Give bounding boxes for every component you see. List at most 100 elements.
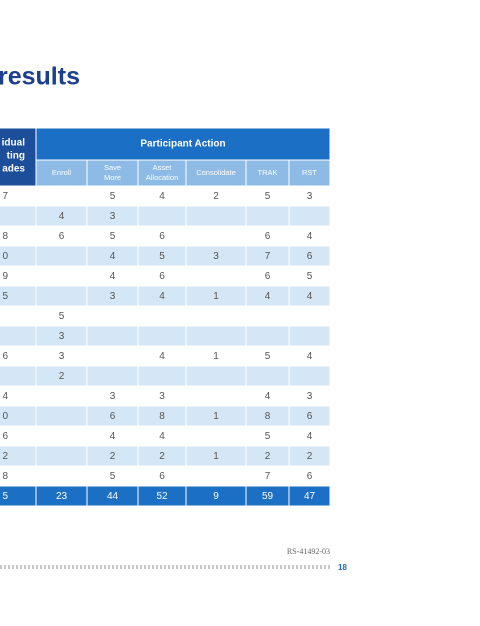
cell-value: 5 — [307, 271, 313, 282]
cell-value: 6 — [307, 411, 313, 422]
cell-value: 1 — [213, 451, 219, 462]
cell-value: 2 — [265, 451, 271, 462]
cell-value: 4 — [110, 251, 116, 262]
table-cell — [245, 325, 290, 347]
table-cell — [288, 305, 331, 327]
table-cell — [35, 445, 88, 467]
cell-value: 4 — [307, 291, 313, 302]
cell-value: 6 — [265, 271, 271, 282]
table-cell — [35, 425, 88, 447]
cell-value: 4 — [307, 231, 313, 242]
table-cell — [185, 465, 247, 487]
cell-value: 4 — [59, 211, 65, 222]
cell-value: 3 — [59, 331, 65, 342]
cell-value: 59 — [262, 491, 274, 502]
cell-value: 2 — [2, 451, 8, 462]
first-header-text: idual — [2, 138, 26, 149]
cell-value: 6 — [159, 271, 165, 282]
cell-value: 47 — [304, 491, 316, 502]
first-header-text: ades — [2, 164, 25, 175]
column-header-text: RST — [302, 168, 317, 177]
table-cell — [288, 205, 331, 227]
table-cell — [35, 245, 88, 267]
cell-value: 6 — [307, 471, 313, 482]
cell-value: 0 — [2, 251, 8, 262]
cell-value: 1 — [213, 291, 219, 302]
table-cell — [245, 305, 290, 327]
table-cell — [0, 365, 37, 387]
cell-value: 3 — [110, 391, 116, 402]
table-cell — [137, 365, 187, 387]
cell-value: 0 — [2, 411, 8, 422]
cell-value: 52 — [156, 491, 168, 502]
table-cell — [137, 325, 187, 347]
table-cell — [288, 365, 331, 387]
table-cell — [288, 485, 331, 507]
cell-value: 7 — [265, 251, 271, 262]
table-cell — [185, 305, 247, 327]
cell-value: 5 — [265, 351, 271, 362]
slide-title: results — [0, 63, 80, 91]
group-header-text: Participant Action — [140, 139, 225, 150]
cell-value: 4 — [307, 431, 313, 442]
cell-value: 5 — [2, 291, 8, 302]
page-number: 18 — [338, 563, 347, 572]
table-cell — [137, 205, 187, 227]
cell-value: 4 — [307, 351, 313, 362]
column-header-text: Allocation — [146, 173, 179, 182]
cell-value: 1 — [213, 351, 219, 362]
cell-value: 4 — [159, 351, 165, 362]
cell-value: 4 — [110, 431, 116, 442]
table-cell — [185, 205, 247, 227]
table-cell — [35, 285, 88, 307]
cell-value: 8 — [2, 231, 8, 242]
cell-value: 3 — [213, 251, 219, 262]
cell-value: 4 — [2, 391, 8, 402]
column-header-text: Asset — [153, 163, 173, 172]
cell-value: 7 — [2, 191, 8, 202]
table-cell — [86, 345, 139, 367]
cell-value: 7 — [265, 471, 271, 482]
cell-value: 4 — [159, 191, 165, 202]
cell-value: 3 — [110, 211, 116, 222]
cell-value: 2 — [159, 451, 165, 462]
table-cell — [185, 365, 247, 387]
cell-value: 3 — [307, 391, 313, 402]
cell-value: 2 — [307, 451, 313, 462]
table-cell — [185, 385, 247, 407]
table-cell — [0, 205, 37, 227]
doc-code: RS-41492-03 — [287, 547, 330, 556]
cell-value: 23 — [56, 491, 68, 502]
cell-value: 5 — [110, 231, 116, 242]
cell-value: 8 — [265, 411, 271, 422]
table-cell — [185, 265, 247, 287]
table-cell — [185, 425, 247, 447]
cell-value: 9 — [2, 271, 8, 282]
cell-value: 5 — [2, 491, 8, 502]
cell-value: 3 — [110, 291, 116, 302]
cell-value: 5 — [265, 431, 271, 442]
cell-value: 6 — [110, 411, 116, 422]
cell-value: 2 — [213, 191, 219, 202]
column-header-text: Save — [104, 163, 121, 172]
cell-value: 4 — [265, 291, 271, 302]
cell-value: 9 — [213, 491, 219, 502]
column-header-text: Enroll — [52, 168, 72, 177]
cell-value: 3 — [307, 191, 313, 202]
table-cell — [245, 205, 290, 227]
table-cell — [185, 325, 247, 347]
cell-value: 2 — [110, 451, 116, 462]
cell-value: 6 — [265, 231, 271, 242]
table-cell — [35, 465, 88, 487]
table-cell — [35, 185, 88, 207]
table-cell — [35, 265, 88, 287]
table-cell — [86, 305, 139, 327]
column-header-cell — [288, 159, 331, 187]
cell-value: 5 — [159, 251, 165, 262]
cell-value: 8 — [159, 411, 165, 422]
cell-value: 4 — [159, 291, 165, 302]
cell-value: 4 — [265, 391, 271, 402]
cell-value: 5 — [59, 311, 65, 322]
table-cell — [35, 385, 88, 407]
column-header-text: TRAK — [257, 168, 277, 177]
